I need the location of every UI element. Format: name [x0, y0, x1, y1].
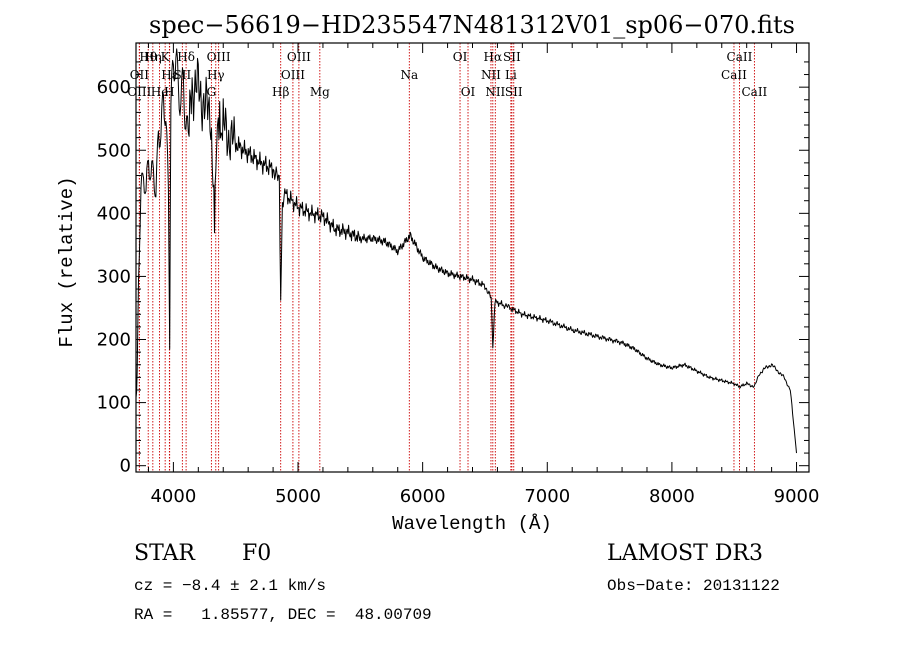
series-line-0: [135, 48, 797, 454]
y-tick-label-4: 400: [97, 203, 131, 224]
line-marker-label-23: SII: [503, 50, 521, 64]
line-marker-label-11: Hγ: [207, 68, 225, 82]
y-axis-ticks: 0 100 200 300 400 500 600: [97, 61, 809, 477]
line-marker-label-25: SII: [505, 85, 523, 99]
line-marker-label-3: Hη: [144, 50, 162, 64]
object-subclass: F0: [242, 541, 271, 566]
line-marker-label-13: Hβ: [272, 85, 289, 99]
object-class: STAR: [134, 541, 196, 566]
y-axis-label: Flux (relative): [56, 176, 78, 347]
x-axis-label: Wavelength (Å): [392, 513, 552, 535]
y-tick-label-3: 300: [97, 266, 131, 287]
x-tick-label-5: 9000: [774, 486, 820, 507]
y-tick-label-5: 500: [97, 140, 131, 161]
line-marker-label-18: OI: [453, 50, 468, 64]
line-marker-label-15: OIII: [281, 68, 305, 82]
spectrum-series: [135, 48, 797, 454]
line-marker-label-22: NII: [485, 85, 505, 99]
x-tick-label-4: 8000: [649, 486, 695, 507]
x-tick-label-1: 5000: [275, 486, 321, 507]
line-marker-label-8: Hδ: [177, 50, 195, 64]
y-tick-label-6: 600: [97, 77, 131, 98]
line-marker-label-28: CaII: [741, 85, 767, 99]
x-tick-label-0: 4000: [150, 486, 196, 507]
line-marker-label-7: H: [164, 85, 174, 99]
y-tick-label-0: 0: [120, 456, 131, 477]
x-tick-label-3: 7000: [524, 486, 570, 507]
line-marker-label-12: G: [207, 85, 217, 99]
line-marker-label-24: Li: [505, 68, 517, 82]
line-marker-label-0: Hθ: [139, 50, 157, 64]
emission-line-markers: [138, 43, 755, 472]
line-marker-label-17: Na: [400, 68, 418, 82]
line-marker-label-26: CaII: [727, 50, 753, 64]
x-tick-label-2: 6000: [400, 486, 446, 507]
line-marker-label-20: Hα: [484, 50, 503, 64]
line-marker-label-5: K: [161, 50, 171, 64]
coordinates-text: RA = 1.85577, DEC = 48.00709: [134, 606, 432, 624]
velocity-text: cz = −8.4 ± 2.1 km/s: [134, 577, 326, 595]
y-tick-label-1: 100: [97, 393, 131, 414]
line-marker-label-21: NII: [481, 68, 501, 82]
chart-title: spec−56619−HD235547N481312V01_sp06−070.f…: [149, 11, 795, 39]
line-marker-label-27: CaII: [721, 68, 747, 82]
line-marker-label-2: OIII: [127, 85, 151, 99]
plot-frame: [135, 42, 810, 473]
x-axis-ticks: 4000 5000 6000 7000 8000 9000: [147, 43, 820, 507]
line-marker-label-19: OI: [461, 85, 476, 99]
line-marker-label-16: Mg: [310, 85, 330, 99]
y-tick-label-2: 200: [97, 330, 131, 351]
line-marker-label-14: OIII: [287, 50, 311, 64]
obs-date-text: Obs−Date: 20131122: [607, 577, 780, 595]
line-marker-label-10: OIII: [207, 50, 231, 64]
survey-label: LAMOST DR3: [607, 541, 763, 566]
